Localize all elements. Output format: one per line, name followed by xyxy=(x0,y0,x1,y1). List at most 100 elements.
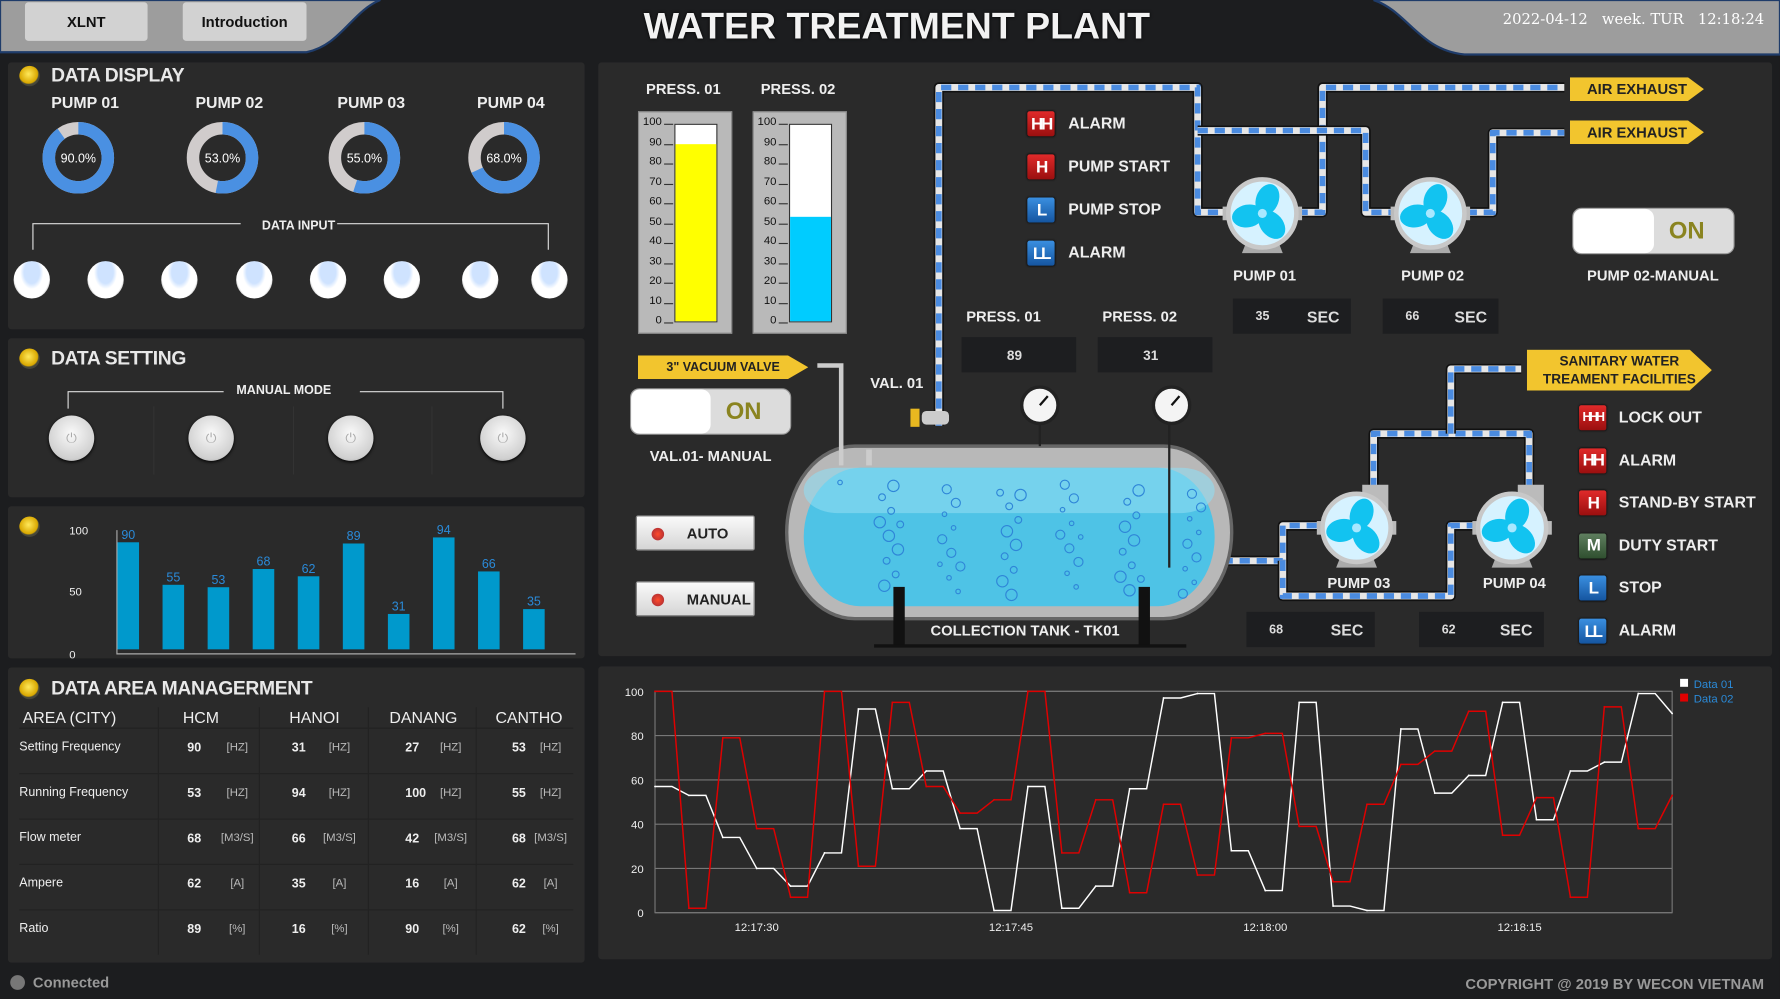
pump-fan-icon xyxy=(1390,177,1471,254)
bubble xyxy=(1127,534,1141,547)
pump-donut: 90.0% xyxy=(42,122,115,194)
bar xyxy=(478,571,500,650)
column-divider xyxy=(157,707,159,955)
data-point xyxy=(925,770,928,772)
data-input-indicator[interactable] xyxy=(87,261,124,299)
weekday: week. TUR xyxy=(1601,11,1684,29)
collection-tank xyxy=(784,363,1234,648)
data-input-indicator[interactable] xyxy=(383,261,421,299)
data-point xyxy=(1671,794,1674,797)
scale-tick xyxy=(778,322,788,324)
donut-value: 68.0% xyxy=(486,151,521,165)
scale-label: 70 xyxy=(763,175,777,188)
scale-tick xyxy=(778,262,788,264)
divider xyxy=(153,406,155,475)
data-point xyxy=(1027,690,1029,693)
scale-tick xyxy=(664,143,674,145)
toggle-label: PUMP 02-MANUAL xyxy=(1586,266,1719,284)
power-button[interactable]: ⏻ xyxy=(188,415,234,461)
cell-unit: [HZ] xyxy=(439,786,462,800)
pump02-manual-toggle[interactable]: ON xyxy=(1572,207,1735,255)
bubble xyxy=(1132,511,1141,520)
auto-button[interactable]: AUTO xyxy=(635,515,755,551)
button-label: AUTO xyxy=(686,524,729,542)
data-input-indicator[interactable] xyxy=(309,261,347,299)
legend-label: PUMP STOP xyxy=(1068,199,1162,218)
cell-unit: [HZ] xyxy=(328,786,351,800)
row-label: Flow meter xyxy=(19,830,82,845)
legend-label: PUMP START xyxy=(1068,156,1171,175)
data-point xyxy=(1467,774,1470,777)
page-title: WATER TREATMENT PLANT xyxy=(643,4,1150,47)
scale-tick xyxy=(778,282,788,284)
scale-label: 40 xyxy=(763,234,777,248)
scale-tick xyxy=(778,143,788,145)
cell-value: 89 xyxy=(187,922,202,937)
val01-manual-toggle[interactable]: ON xyxy=(630,388,792,435)
column-divider xyxy=(475,707,477,955)
bar xyxy=(342,543,365,650)
data-point xyxy=(1264,732,1267,735)
press-reading-label: PRESS. 01 xyxy=(966,307,1041,325)
bar xyxy=(432,537,455,650)
pump-label: PUMP 04 xyxy=(1482,574,1546,592)
data-point xyxy=(1027,785,1029,788)
power-button[interactable]: ⏻ xyxy=(328,415,374,461)
pump-label: PUMP 04 xyxy=(476,93,545,112)
data-point xyxy=(1128,787,1131,790)
cell-unit: [%] xyxy=(229,922,246,936)
pump-fan-icon xyxy=(1472,484,1552,568)
data-point xyxy=(1094,798,1097,801)
valve-icon xyxy=(921,410,950,425)
power-icon: ⏻ xyxy=(66,429,77,446)
data-point xyxy=(1400,728,1402,730)
bubble xyxy=(1064,543,1075,554)
scale-label: 30 xyxy=(649,254,662,268)
bubble xyxy=(1055,529,1066,540)
cell-value: 16 xyxy=(291,922,306,937)
bubble xyxy=(1132,484,1145,497)
cell-unit: [%] xyxy=(331,922,348,936)
bubble xyxy=(937,534,948,545)
bar-data-label: 94 xyxy=(437,523,451,537)
manual-button[interactable]: MANUAL xyxy=(635,581,755,617)
cell-unit: [HZ] xyxy=(439,741,462,754)
scale-tick xyxy=(664,183,674,185)
data-input-indicator[interactable] xyxy=(236,261,273,299)
scale-label: 60 xyxy=(763,195,777,208)
donut-value: 53.0% xyxy=(205,151,240,165)
tab-introduction[interactable]: Introduction xyxy=(182,2,307,41)
pump-timer: 62 SEC xyxy=(1419,611,1544,648)
cell-value: 42 xyxy=(405,832,420,846)
bubble xyxy=(955,561,966,572)
bubble xyxy=(1068,520,1075,527)
power-button[interactable]: ⏻ xyxy=(480,415,526,461)
data-point xyxy=(1230,849,1233,852)
bubble xyxy=(878,579,891,593)
data-input-indicator[interactable] xyxy=(462,261,499,299)
data-point xyxy=(1366,909,1368,912)
pipe xyxy=(1197,125,1397,218)
bar xyxy=(207,587,230,650)
bubble xyxy=(891,570,900,579)
bar xyxy=(297,576,320,650)
power-button[interactable]: ⏻ xyxy=(48,415,95,461)
data-point xyxy=(1603,761,1606,764)
data-input-indicator[interactable] xyxy=(13,261,50,299)
scale-label: 50 xyxy=(763,215,777,228)
data-point xyxy=(1535,818,1538,821)
bar-ytick: 50 xyxy=(69,586,82,598)
legend-label: ALARM xyxy=(1068,242,1126,262)
data-input-indicator[interactable] xyxy=(161,261,198,299)
data-point xyxy=(688,794,690,797)
cell-unit: [A] xyxy=(332,877,347,890)
scale-label: 20 xyxy=(649,274,662,288)
scale-label: 0 xyxy=(770,314,777,327)
bar xyxy=(162,584,185,650)
table-row: Ampere 62 [A] 35 [A] 16 [A] 62 [A] xyxy=(8,865,585,910)
pipe xyxy=(933,82,1229,426)
cell-unit: [%] xyxy=(542,922,559,936)
data-point xyxy=(1501,701,1504,704)
tab-xlnt[interactable]: XLNT xyxy=(24,2,148,41)
data-input-indicator[interactable] xyxy=(531,261,568,299)
